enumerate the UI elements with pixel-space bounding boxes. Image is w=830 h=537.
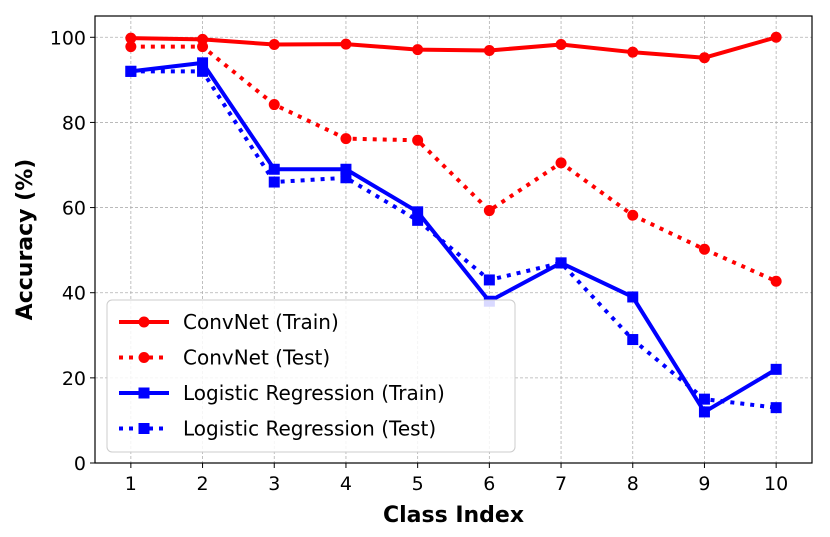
convnet-train-point — [698, 52, 710, 64]
legend-marker-convnet-train — [138, 316, 150, 328]
logistic-regression-test-point — [125, 65, 137, 77]
logistic-regression-train-point — [627, 291, 639, 303]
x-tick-label: 3 — [268, 473, 280, 495]
y-tick-label: 0 — [74, 453, 86, 475]
y-tick-label: 80 — [62, 112, 86, 134]
logistic-regression-test-point — [770, 402, 782, 414]
logistic-regression-train-point — [340, 163, 352, 175]
convnet-test-point — [268, 99, 280, 111]
x-tick-label: 4 — [340, 473, 352, 495]
x-tick-label: 5 — [412, 473, 424, 495]
x-tick-label: 1 — [125, 473, 137, 495]
legend-label-convnet-test: ConvNet (Test) — [183, 346, 330, 370]
legend-label-convnet-train: ConvNet (Train) — [183, 310, 339, 334]
y-tick-label: 60 — [62, 198, 86, 220]
convnet-train-point — [125, 32, 137, 44]
logistic-regression-test-point — [412, 214, 424, 226]
x-axis-label: Class Index — [383, 503, 524, 528]
convnet-test-point — [125, 41, 137, 53]
logistic-regression-test-point — [698, 393, 710, 405]
series-convnet-train — [125, 31, 782, 64]
logistic-regression-test-point — [197, 65, 209, 77]
legend-marker-convnet-test — [138, 352, 150, 363]
convnet-train-point — [412, 44, 424, 56]
legend-label-logistic-regression-test: Logistic Regression (Test) — [183, 417, 436, 441]
x-tick-label: 7 — [555, 473, 567, 495]
convnet-test-point — [197, 41, 209, 53]
logistic-regression-test-point — [483, 274, 495, 286]
logistic-regression-train-point — [698, 406, 710, 418]
logistic-regression-train-point — [268, 163, 280, 175]
series-layer — [125, 31, 782, 418]
convnet-test-point — [770, 275, 782, 287]
convnet-train-point — [268, 39, 280, 51]
series-line-convnet-train — [130, 35, 777, 60]
series-convnet-test — [125, 41, 782, 287]
series-logistic-regression-test — [125, 65, 782, 414]
x-tick-label: 2 — [197, 473, 209, 495]
convnet-train-point — [340, 38, 352, 50]
y-axis-label: Accuracy (%) — [13, 159, 38, 321]
logistic-regression-test-point — [268, 176, 280, 188]
legend-box — [106, 299, 516, 453]
convnet-test-point — [412, 134, 424, 146]
logistic-regression-train-point — [412, 206, 424, 218]
convnet-test-point — [483, 205, 495, 217]
convnet-test-point — [340, 133, 352, 145]
logistic-regression-test-point — [340, 172, 352, 184]
logistic-regression-test-point — [627, 334, 639, 346]
convnet-test-point — [627, 209, 639, 221]
x-tick-label: 6 — [483, 473, 495, 495]
y-tick-label: 40 — [62, 283, 86, 305]
convnet-test-point — [698, 243, 710, 255]
logistic-regression-test-point — [555, 257, 567, 269]
legend: ConvNet (Train) ConvNet (Test) Logistic Re… — [106, 299, 516, 453]
series-line-convnet-test — [130, 44, 777, 284]
logistic-regression-train-point — [197, 57, 209, 69]
legend-label-logistic-regression-train: Logistic Regression (Train) — [183, 381, 445, 405]
convnet-train-point — [483, 44, 495, 56]
convnet-test-point — [555, 157, 567, 169]
legend-marker-logistic-regression-train — [138, 387, 150, 399]
legend-marker-logistic-regression-test — [138, 423, 150, 434]
y-tick-label: 20 — [62, 368, 86, 390]
logistic-regression-train-point — [770, 363, 782, 375]
y-tick-label: 100 — [50, 27, 86, 49]
x-tick-label: 10 — [764, 473, 788, 495]
convnet-train-point — [627, 46, 639, 58]
convnet-train-point — [770, 31, 782, 43]
convnet-train-point — [555, 39, 567, 51]
series-line-logistic-regression-train — [130, 60, 778, 414]
x-tick-label: 9 — [698, 473, 710, 495]
plot-area-frame — [94, 15, 813, 464]
x-tick-label: 8 — [627, 473, 639, 495]
